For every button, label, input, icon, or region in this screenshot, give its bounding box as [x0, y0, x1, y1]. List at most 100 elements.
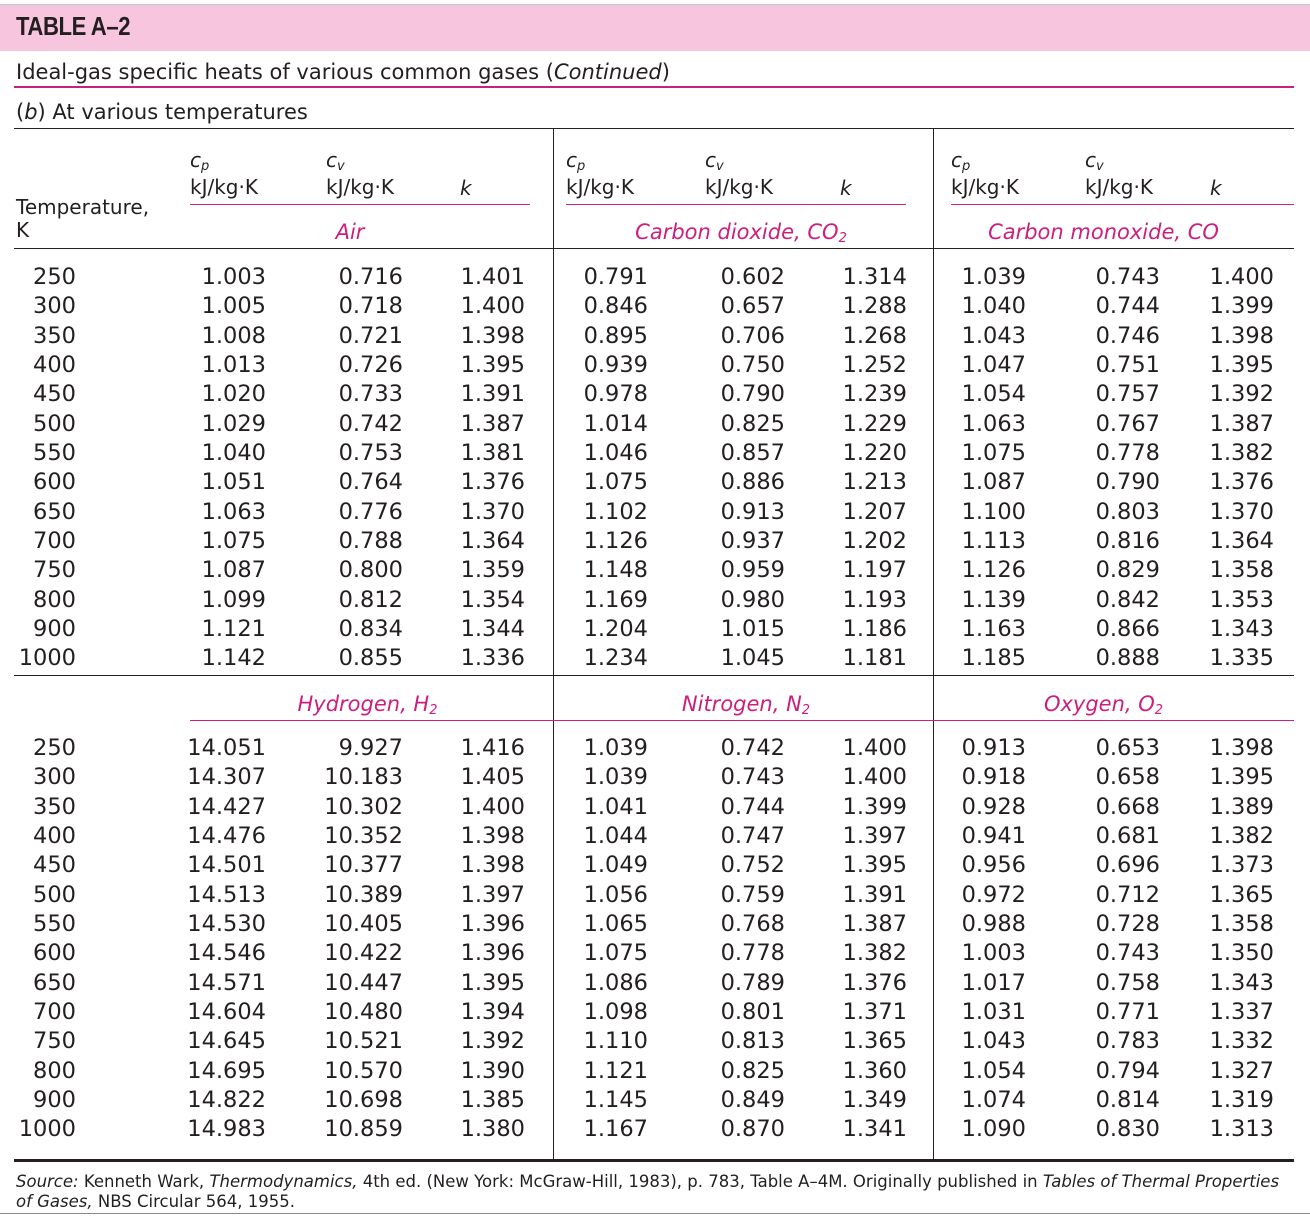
n2-cp-cell: 1.049: [583, 852, 648, 879]
co2-k-cell: 1.288: [842, 293, 907, 320]
co2-cv-cell: 0.937: [720, 527, 785, 554]
air-k-cell: 1.370: [460, 498, 525, 525]
h2-cp-cell: 14.983: [187, 1116, 266, 1143]
co2-k-cell: 1.181: [842, 645, 907, 672]
caption-close: ): [661, 60, 670, 84]
o2-cv-cell: 0.658: [1095, 764, 1160, 791]
o2-cp-cell: 1.074: [961, 1086, 1026, 1113]
n2-k-cell: 1.399: [842, 793, 907, 820]
co2-cv-cell: 0.706: [720, 322, 785, 349]
co-cp-cell: 1.087: [961, 469, 1026, 496]
temperature-column-bottom: 250 300 350 400 450 500 550 600 650 700 750 800 900 1…: [16, 734, 76, 1145]
co-k-cell: 1.343: [1209, 615, 1274, 642]
n2-k-cell: 1.365: [842, 1028, 907, 1055]
o2-k-column: 1.398 1.395 1.389 1.382 1.373 1.365 1.358 1.350…: [1190, 734, 1274, 1145]
temperature-cell: 450: [33, 381, 76, 408]
n2-k-cell: 1.400: [842, 764, 907, 791]
n2-cp-cell: 1.145: [583, 1086, 648, 1113]
o2-cv-cell: 0.758: [1095, 969, 1160, 996]
air-k-cell: 1.359: [460, 557, 525, 584]
cp-symbol-1: cp: [190, 148, 210, 174]
o2-k-cell: 1.358: [1209, 910, 1274, 937]
co2-cp-cell: 1.102: [583, 498, 648, 525]
n2-cv-cell: 0.813: [720, 1028, 785, 1055]
h2-cv-cell: 10.389: [324, 881, 403, 908]
cp-symbol-2: cp: [566, 148, 586, 174]
co2-cv-cell: 0.857: [720, 439, 785, 466]
h2-k-cell: 1.405: [460, 764, 525, 791]
air-cv-column: 0.716 0.718 0.721 0.726 0.733 0.742 0.753 0.764…: [300, 263, 403, 674]
co2-cv-cell: 0.959: [720, 557, 785, 584]
column-divider-1: [553, 129, 554, 1159]
h2-k-cell: 1.385: [460, 1086, 525, 1113]
air-cv-cell: 0.721: [338, 322, 403, 349]
o2-k-cell: 1.343: [1209, 969, 1274, 996]
temperature-cell: 650: [33, 498, 76, 525]
air-cp-cell: 1.003: [201, 264, 266, 290]
o2-k-cell: 1.398: [1209, 735, 1274, 761]
co2-cp-cell: 1.126: [583, 527, 648, 554]
gas-name-h2: Hydrogen, H2: [297, 692, 438, 718]
h2-cv-cell: 10.859: [324, 1116, 403, 1143]
subtitle-letter: b: [24, 100, 38, 124]
co-k-cell: 1.364: [1209, 527, 1274, 554]
co2-cp-cell: 0.939: [583, 351, 648, 378]
temperature-cell: 650: [33, 969, 76, 996]
n2-cv-cell: 0.759: [720, 881, 785, 908]
book-title-1: Thermodynamics,: [209, 1172, 358, 1191]
n2-cv-cell: 0.825: [720, 1057, 785, 1084]
caption-underline: [14, 86, 1294, 88]
o2-cp-cell: 0.972: [961, 881, 1026, 908]
h2-cv-column: 9.927 10.183 10.302 10.352 10.377 10.389 10.40…: [300, 734, 403, 1145]
temperature-cell: 800: [33, 586, 76, 613]
co-cv-cell: 0.816: [1095, 527, 1160, 554]
co2-cv-cell: 1.045: [720, 645, 785, 672]
h2-cv-cell: 10.302: [324, 793, 403, 820]
h2-cv-cell: 10.405: [324, 910, 403, 937]
cv-symbol-1: cv: [326, 148, 345, 174]
co-cv-cell: 0.842: [1095, 586, 1160, 613]
o2-cp-cell: 0.928: [961, 793, 1026, 820]
air-cv-cell: 0.764: [338, 469, 403, 496]
co2-k-cell: 1.186: [842, 615, 907, 642]
co2-cp-cell: 0.895: [583, 322, 648, 349]
co-cv-cell: 0.746: [1095, 322, 1160, 349]
air-cp-cell: 1.008: [201, 322, 266, 349]
o2-cp-cell: 1.003: [961, 940, 1026, 967]
co2-cp-cell: 1.014: [583, 410, 648, 437]
gas-rule-co: [951, 204, 1294, 205]
n2-k-cell: 1.376: [842, 969, 907, 996]
co2-cp-column: 0.791 0.846 0.895 0.939 0.978 1.014 1.046 1.075…: [560, 263, 648, 674]
co-k-cell: 1.399: [1209, 293, 1274, 320]
air-cv-cell: 0.733: [338, 381, 403, 408]
temperature-cell: 900: [33, 615, 76, 642]
h2-k-cell: 1.396: [460, 910, 525, 937]
temperature-header: Temperature, K: [16, 196, 149, 242]
o2-cp-cell: 1.017: [961, 969, 1026, 996]
cv-unit-1: kJ/kg·K: [326, 175, 394, 199]
gas-rule-air: [190, 204, 530, 205]
header-bottom-rule: [14, 248, 1294, 249]
o2-cv-cell: 0.794: [1095, 1057, 1160, 1084]
k-symbol-1: k: [460, 176, 472, 200]
temperature-cell: 350: [33, 793, 76, 820]
temperature-cell: 800: [33, 1057, 76, 1084]
n2-cv-cell: 0.870: [720, 1116, 785, 1143]
co2-cp-cell: 1.046: [583, 439, 648, 466]
co2-k-cell: 1.220: [842, 439, 907, 466]
co-cp-cell: 1.063: [961, 410, 1026, 437]
temperature-cell: 700: [33, 527, 76, 554]
temperature-cell: 900: [33, 1086, 76, 1113]
n2-cp-cell: 1.075: [583, 940, 648, 967]
co-cv-cell: 0.778: [1095, 439, 1160, 466]
co-k-cell: 1.353: [1209, 586, 1274, 613]
gas-name-n2: Nitrogen, N2: [681, 692, 811, 718]
table-subtitle: (b) At various temperatures: [16, 100, 308, 124]
temperature-cell: 500: [33, 410, 76, 437]
gas-name-co: Carbon monoxide, CO: [988, 220, 1219, 244]
air-k-cell: 1.391: [460, 381, 525, 408]
temperature-cell: 350: [33, 322, 76, 349]
caption-continued: Continued: [553, 60, 662, 84]
gas-rule-co2: [566, 204, 906, 205]
co-cv-cell: 0.757: [1095, 381, 1160, 408]
